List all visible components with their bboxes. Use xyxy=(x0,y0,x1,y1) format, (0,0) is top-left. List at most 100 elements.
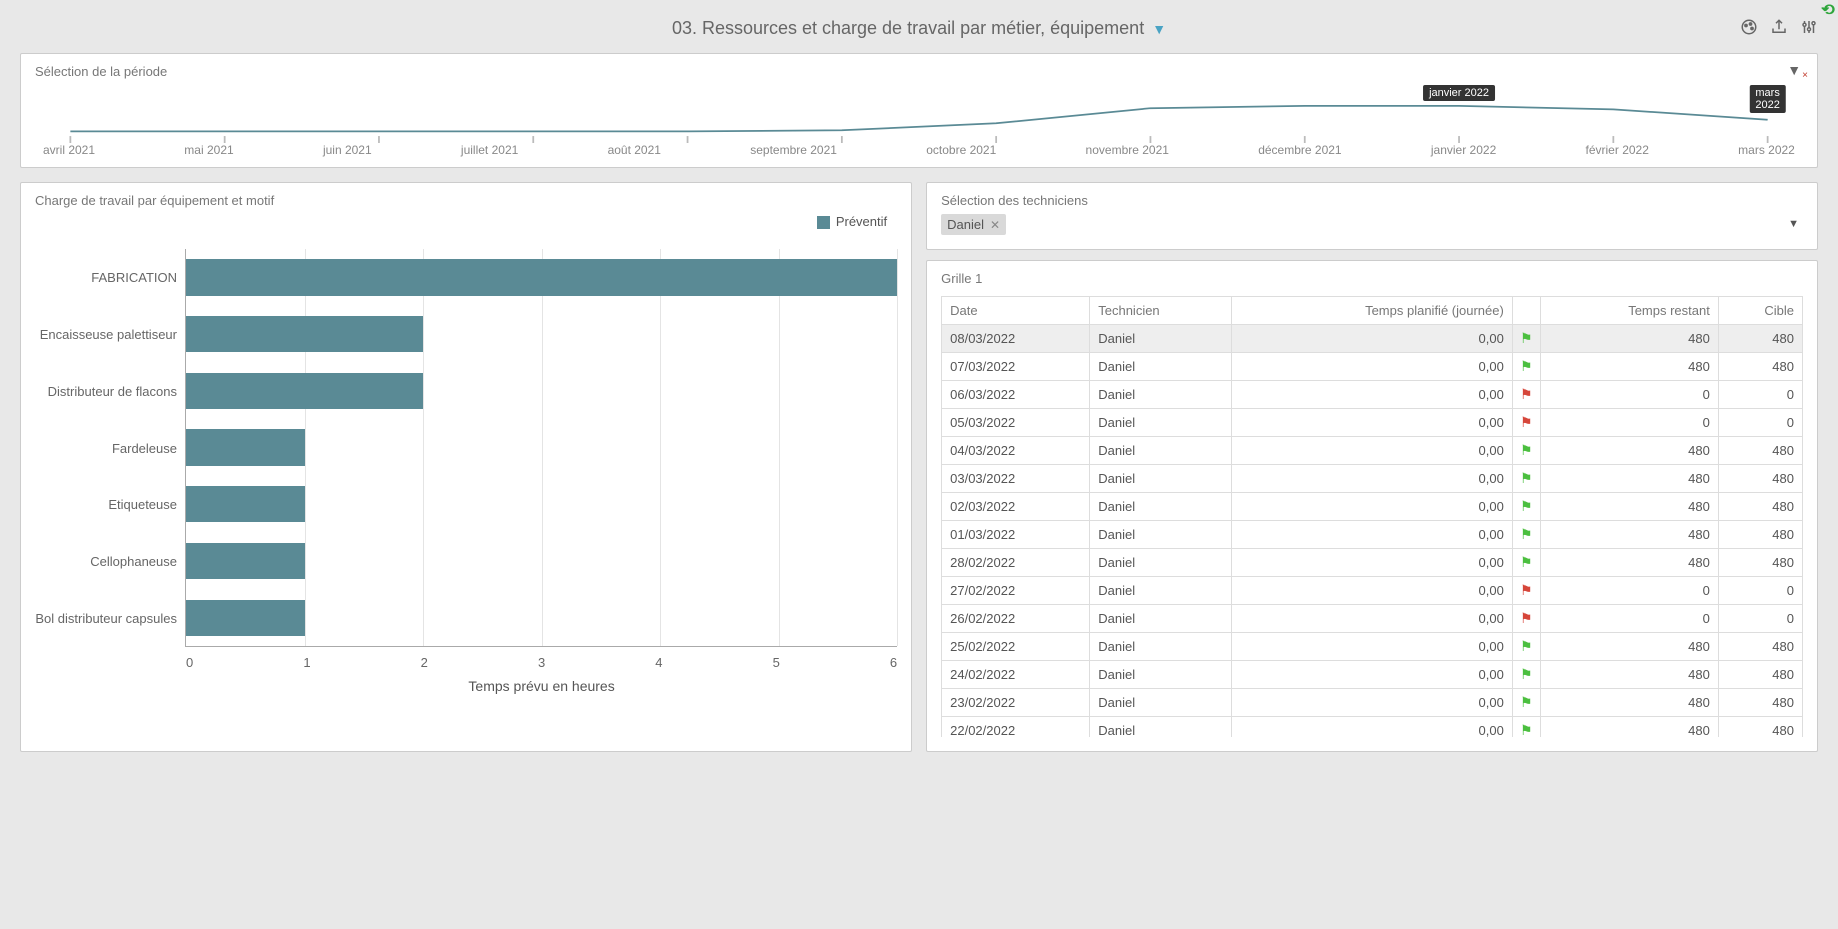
cell-flag: ⚑ xyxy=(1512,717,1540,738)
period-end-badge: mars 2022 xyxy=(1749,85,1785,113)
cell-plan: 0,00 xyxy=(1231,689,1512,717)
table-row[interactable]: 27/02/2022Daniel0,00⚑00 xyxy=(942,577,1803,605)
table-row[interactable]: 25/02/2022Daniel0,00⚑480480 xyxy=(942,633,1803,661)
cell-cible: 480 xyxy=(1718,465,1802,493)
column-header[interactable]: Technicien xyxy=(1090,297,1232,325)
timeline[interactable]: janvier 2022 mars 2022 xyxy=(35,85,1803,143)
cell-plan: 0,00 xyxy=(1231,493,1512,521)
technician-select[interactable]: Daniel ✕ ▼ xyxy=(941,214,1803,235)
table-row[interactable]: 07/03/2022Daniel0,00⚑480480 xyxy=(942,353,1803,381)
cell-flag: ⚑ xyxy=(1512,493,1540,521)
table-row[interactable]: 08/03/2022Daniel0,00⚑480480 xyxy=(942,325,1803,353)
cell-rest: 480 xyxy=(1540,437,1718,465)
cell-date: 07/03/2022 xyxy=(942,353,1090,381)
cell-rest: 480 xyxy=(1540,633,1718,661)
flag-icon: ⚑ xyxy=(1520,415,1533,429)
flag-icon: ⚑ xyxy=(1520,583,1533,597)
period-start-badge: janvier 2022 xyxy=(1423,85,1495,101)
bar[interactable] xyxy=(186,316,423,352)
column-header[interactable]: Cible xyxy=(1718,297,1802,325)
timeline-label: août 2021 xyxy=(608,143,661,157)
cell-cible: 480 xyxy=(1718,549,1802,577)
bar-chart-title: Charge de travail par équipement et moti… xyxy=(35,193,897,208)
export-icon[interactable] xyxy=(1770,18,1788,36)
technician-title: Sélection des techniciens xyxy=(941,193,1803,208)
timeline-label: février 2022 xyxy=(1586,143,1649,157)
flag-icon: ⚑ xyxy=(1520,443,1533,457)
cell-flag: ⚑ xyxy=(1512,633,1540,661)
flag-icon: ⚑ xyxy=(1520,639,1533,653)
cell-flag: ⚑ xyxy=(1512,353,1540,381)
cell-tech: Daniel xyxy=(1090,521,1232,549)
timeline-label: décembre 2021 xyxy=(1258,143,1341,157)
column-header[interactable]: Temps planifié (journée) xyxy=(1231,297,1512,325)
table-row[interactable]: 26/02/2022Daniel0,00⚑00 xyxy=(942,605,1803,633)
bar[interactable] xyxy=(186,600,305,636)
cell-cible: 480 xyxy=(1718,717,1802,738)
cell-plan: 0,00 xyxy=(1231,381,1512,409)
table-row[interactable]: 02/03/2022Daniel0,00⚑480480 xyxy=(942,493,1803,521)
table-row[interactable]: 06/03/2022Daniel0,00⚑00 xyxy=(942,381,1803,409)
clear-filter-icon[interactable]: ▼ xyxy=(1787,62,1807,78)
cell-flag: ⚑ xyxy=(1512,605,1540,633)
flag-icon: ⚑ xyxy=(1520,723,1533,737)
cell-flag: ⚑ xyxy=(1512,689,1540,717)
grid-panel: Grille 1 DateTechnicienTemps planifié (j… xyxy=(926,260,1818,752)
table-row[interactable]: 22/02/2022Daniel0,00⚑480480 xyxy=(942,717,1803,738)
bar[interactable] xyxy=(186,259,897,295)
cell-cible: 0 xyxy=(1718,381,1802,409)
cell-tech: Daniel xyxy=(1090,689,1232,717)
column-header[interactable] xyxy=(1512,297,1540,325)
legend-swatch xyxy=(817,216,830,229)
flag-icon: ⚑ xyxy=(1520,527,1533,541)
cell-cible: 480 xyxy=(1718,661,1802,689)
cell-cible: 480 xyxy=(1718,353,1802,381)
dropdown-caret-icon[interactable]: ▼ xyxy=(1788,218,1799,230)
column-header[interactable]: Temps restant xyxy=(1540,297,1718,325)
cell-cible: 480 xyxy=(1718,325,1802,353)
flag-icon: ⚑ xyxy=(1520,387,1533,401)
cell-rest: 0 xyxy=(1540,605,1718,633)
bar[interactable] xyxy=(186,429,305,465)
cell-date: 06/03/2022 xyxy=(942,381,1090,409)
y-axis-label: Cellophaneuse xyxy=(35,554,177,569)
cell-flag: ⚑ xyxy=(1512,549,1540,577)
link-icon[interactable]: ⟲ xyxy=(1821,0,1834,20)
settings-icon[interactable] xyxy=(1800,18,1818,36)
cell-rest: 0 xyxy=(1540,409,1718,437)
bar[interactable] xyxy=(186,373,423,409)
palette-icon[interactable] xyxy=(1740,18,1758,36)
cell-plan: 0,00 xyxy=(1231,605,1512,633)
cell-cible: 480 xyxy=(1718,437,1802,465)
cell-plan: 0,00 xyxy=(1231,353,1512,381)
cell-flag: ⚑ xyxy=(1512,325,1540,353)
y-axis-label: Encaisseuse palettiseur xyxy=(35,327,177,342)
x-tick: 3 xyxy=(538,655,545,670)
cell-date: 08/03/2022 xyxy=(942,325,1090,353)
table-row[interactable]: 24/02/2022Daniel0,00⚑480480 xyxy=(942,661,1803,689)
filter-icon[interactable]: ▼ xyxy=(1152,21,1166,37)
table-row[interactable]: 04/03/2022Daniel0,00⚑480480 xyxy=(942,437,1803,465)
table-row[interactable]: 03/03/2022Daniel0,00⚑480480 xyxy=(942,465,1803,493)
technician-chip[interactable]: Daniel ✕ xyxy=(941,214,1006,235)
bar[interactable] xyxy=(186,486,305,522)
cell-flag: ⚑ xyxy=(1512,465,1540,493)
cell-rest: 0 xyxy=(1540,381,1718,409)
cell-rest: 480 xyxy=(1540,689,1718,717)
cell-plan: 0,00 xyxy=(1231,409,1512,437)
cell-flag: ⚑ xyxy=(1512,661,1540,689)
column-header[interactable]: Date xyxy=(942,297,1090,325)
grid-title: Grille 1 xyxy=(941,271,1803,286)
cell-rest: 480 xyxy=(1540,521,1718,549)
table-row[interactable]: 28/02/2022Daniel0,00⚑480480 xyxy=(942,549,1803,577)
table-row[interactable]: 01/03/2022Daniel0,00⚑480480 xyxy=(942,521,1803,549)
y-axis-label: Etiqueteuse xyxy=(35,497,177,512)
bar[interactable] xyxy=(186,543,305,579)
cell-plan: 0,00 xyxy=(1231,549,1512,577)
cell-rest: 480 xyxy=(1540,549,1718,577)
table-row[interactable]: 23/02/2022Daniel0,00⚑480480 xyxy=(942,689,1803,717)
chip-remove-icon[interactable]: ✕ xyxy=(990,218,1000,232)
technician-panel: Sélection des techniciens Daniel ✕ ▼ xyxy=(926,182,1818,250)
table-row[interactable]: 05/03/2022Daniel0,00⚑00 xyxy=(942,409,1803,437)
x-tick: 2 xyxy=(421,655,428,670)
